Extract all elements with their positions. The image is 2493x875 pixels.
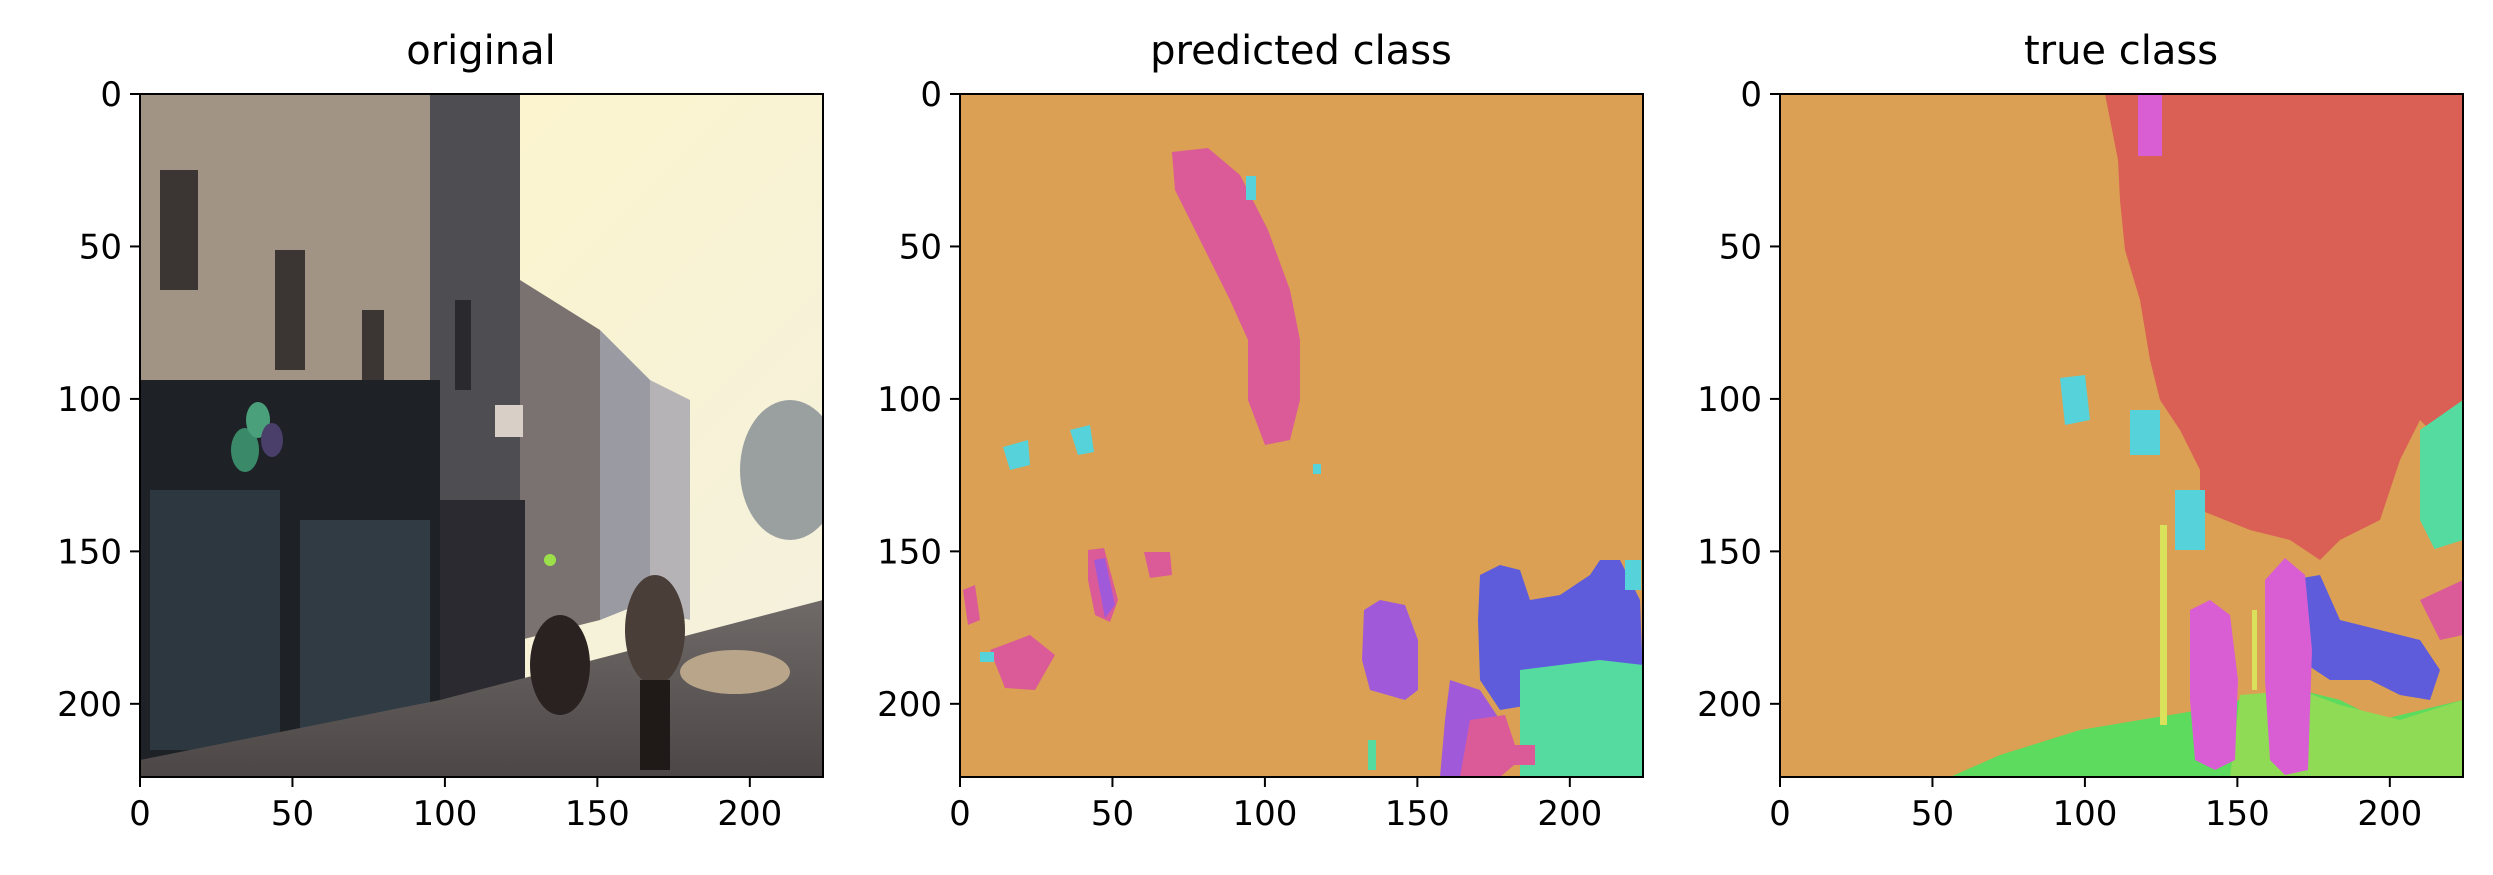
panel-original: original 0 50 100 150 200 0 50 100 150 200 [57,28,824,834]
x-tick-label: 0 [129,794,151,834]
x-tick-label: 0 [949,794,971,834]
predicted-frame [959,93,1644,778]
original-frame [139,93,824,778]
x-tick-label: 100 [412,794,477,834]
y-tick-label: 50 [1719,227,1762,267]
x-tick-label: 150 [1385,794,1450,834]
y-tick-label: 100 [57,380,122,420]
y-tick-label: 200 [1697,685,1762,725]
y-tick-label: 150 [877,532,942,572]
x-tick-label: 200 [1537,794,1602,834]
y-tick-label: 0 [1740,75,1762,115]
true-image [1780,94,2463,777]
y-tick-label: 200 [877,685,942,725]
y-tick-label: 50 [899,227,942,267]
x-tick-label: 50 [271,794,314,834]
x-tick-label: 50 [1911,794,1954,834]
x-tick-label: 50 [1091,794,1134,834]
x-tick-label: 150 [2205,794,2270,834]
true-title: true class [2024,28,2218,74]
y-tick-label: 150 [57,532,122,572]
y-tick-label: 50 [79,227,122,267]
x-tick-label: 200 [2357,794,2422,834]
predicted-axes: 0 50 100 150 200 0 50 100 150 200 [877,75,1602,834]
y-tick-label: 0 [100,75,122,115]
true-axes: 0 50 100 150 200 0 50 100 150 200 [1697,75,2422,834]
predicted-image [960,94,1643,777]
x-tick-label: 100 [2052,794,2117,834]
y-tick-label: 200 [57,685,122,725]
panel-predicted: predicted class 0 50 100 150 200 0 50 100 150 200 [877,28,1644,834]
true-frame [1779,93,2464,778]
panel-true: true class 0 50 100 150 200 0 50 100 150 200 [1697,28,2464,834]
original-axes: 0 50 100 150 200 0 50 100 150 200 [57,75,782,834]
x-tick-label: 200 [717,794,782,834]
x-tick-label: 0 [1769,794,1791,834]
y-tick-label: 150 [1697,532,1762,572]
original-title: original [406,28,556,74]
original-image [140,94,823,777]
y-tick-label: 100 [1697,380,1762,420]
y-tick-label: 0 [920,75,942,115]
x-tick-label: 100 [1232,794,1297,834]
x-tick-label: 150 [565,794,630,834]
y-tick-label: 100 [877,380,942,420]
predicted-title: predicted class [1150,28,1452,74]
